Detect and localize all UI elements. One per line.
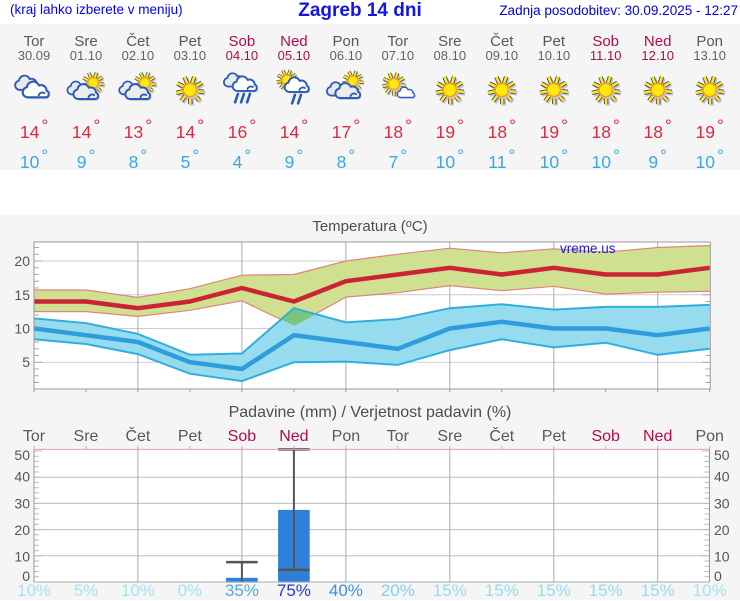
svg-text:50: 50 xyxy=(14,447,30,463)
svg-text:15: 15 xyxy=(14,287,30,303)
svg-text:30: 30 xyxy=(714,495,730,511)
svg-text:5: 5 xyxy=(22,354,30,370)
svg-text:10: 10 xyxy=(14,321,30,337)
svg-text:0: 0 xyxy=(714,568,722,584)
svg-text:20: 20 xyxy=(714,522,730,538)
svg-text:40: 40 xyxy=(714,468,730,484)
svg-text:10: 10 xyxy=(714,548,730,564)
svg-text:10: 10 xyxy=(14,548,30,564)
svg-text:20: 20 xyxy=(14,253,30,269)
svg-text:0: 0 xyxy=(22,568,30,584)
svg-text:20: 20 xyxy=(14,522,30,538)
svg-text:50: 50 xyxy=(714,447,730,463)
svg-text:30: 30 xyxy=(14,495,30,511)
svg-text:40: 40 xyxy=(14,468,30,484)
